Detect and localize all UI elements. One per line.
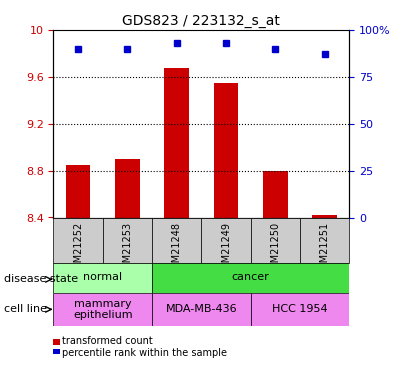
Bar [312,215,337,217]
Text: transformed count: transformed count [62,336,152,346]
Bar [152,292,251,326]
FancyBboxPatch shape [251,217,300,262]
Text: MDA-MB-436: MDA-MB-436 [166,304,237,314]
Text: GSM21252: GSM21252 [73,222,83,275]
Bar [66,165,90,218]
Text: GSM21250: GSM21250 [270,222,280,275]
Bar [53,292,152,326]
Bar [115,159,140,218]
FancyBboxPatch shape [103,217,152,262]
Bar [251,292,349,326]
Bar [53,262,152,292]
Text: GSM21248: GSM21248 [172,222,182,275]
Title: GDS823 / 223132_s_at: GDS823 / 223132_s_at [122,13,280,28]
Text: GSM21249: GSM21249 [221,222,231,275]
Text: disease state: disease state [4,274,78,284]
FancyBboxPatch shape [152,217,201,262]
Bar [152,262,349,292]
Text: HCC 1954: HCC 1954 [272,304,328,314]
Text: cell line: cell line [4,304,47,314]
Text: percentile rank within the sample: percentile rank within the sample [62,348,226,357]
Bar [263,171,288,217]
Text: cancer: cancer [232,273,270,282]
Text: mammary
epithelium: mammary epithelium [73,298,133,320]
Bar [214,83,238,218]
FancyBboxPatch shape [201,217,251,262]
Text: normal: normal [83,273,122,282]
FancyBboxPatch shape [53,217,103,262]
Bar [164,68,189,218]
Text: GSM21253: GSM21253 [122,222,132,275]
Text: GSM21251: GSM21251 [320,222,330,275]
FancyBboxPatch shape [300,217,349,262]
